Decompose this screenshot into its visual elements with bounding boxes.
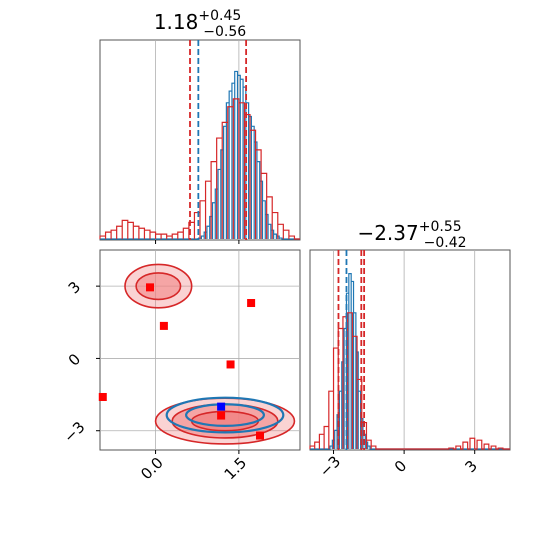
x-tick-label: 0.0 [137, 454, 167, 484]
histogram-step-red [99, 98, 300, 240]
histogram-step-blue [100, 70, 300, 240]
title-value: −2.37 [357, 221, 418, 245]
title-lower-error: −0.42 [424, 235, 467, 251]
marker-points [98, 283, 264, 440]
title-value: 1.18 [154, 10, 199, 34]
marker-point-red [256, 431, 264, 440]
x-ticks: −3 0 3 [316, 450, 481, 481]
histogram-series [99, 70, 300, 240]
histogram-panel-param1: 1.18+0.45 −0.56 [99, 8, 301, 244]
marker-point-red [146, 283, 154, 292]
marker-point-red [98, 392, 107, 401]
x-ticks [155, 240, 240, 244]
marker-point-red [217, 411, 226, 420]
histogram-panel-param2: −3 0 3 −2.37+0.55 −0.42 [309, 219, 511, 481]
title-upper-error: +0.55 [419, 219, 462, 235]
marker-point-blue [217, 402, 226, 411]
x-tick-label: 0 [391, 457, 410, 476]
marker-point-red [159, 321, 168, 330]
quantile-lines [189, 40, 248, 240]
quantile-lines [337, 250, 366, 450]
marker-point-red [247, 299, 256, 308]
y-tick-label: 0 [65, 350, 84, 369]
contour-level-blue [165, 396, 285, 434]
x-tick-label: 3 [461, 457, 480, 476]
scatter-contour-panel: 0.0 1.5 3 0 −3 [60, 249, 301, 484]
panel-title: −2.37+0.55 −0.42 [357, 219, 466, 251]
title-upper-error: +0.45 [198, 8, 241, 24]
x-tick-label: −3 [316, 452, 344, 480]
y-tick-label: −3 [60, 418, 88, 446]
marker-point-red [226, 360, 235, 369]
x-tick-label: 1.5 [221, 454, 251, 484]
title-lower-error: −0.56 [203, 24, 246, 40]
histogram-step-red [309, 312, 510, 450]
y-tick-label: 3 [65, 278, 84, 297]
contour-level-red [135, 272, 182, 301]
panel-title: 1.18+0.45 −0.56 [154, 8, 246, 40]
